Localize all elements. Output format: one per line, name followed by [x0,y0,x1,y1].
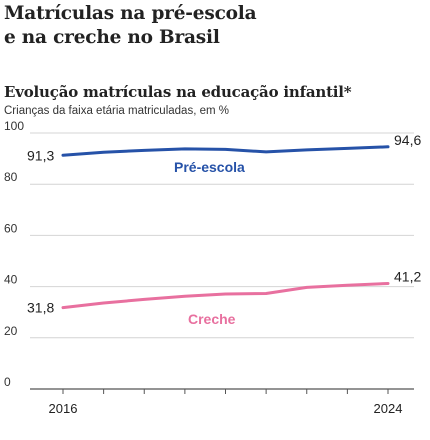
y-tick-label: 0 [4,375,11,389]
pre-escola-end-label: 94,6 [394,132,421,148]
headline-line-1: Matrículas na pré-escola [4,3,257,24]
chart-subtitle: Crianças da faixa etária matriculadas, e… [4,105,229,117]
creche-end-label: 41,2 [394,269,421,285]
chart-title: Evolução matrículas na educação infantil… [4,83,352,101]
y-tick-label: 20 [4,324,18,338]
creche-start-label: 31,8 [27,300,54,316]
pre-escola-line [61,145,390,157]
pre-escola-start-label: 91,3 [27,147,54,163]
creche-line [61,282,390,310]
y-tick-label: 60 [4,221,18,235]
headline: Matrículas na pré-escola e na creche no … [4,2,257,50]
x-tick-label: 2016 [49,401,78,416]
y-tick-label: 100 [4,119,24,133]
y-tick-label: 40 [4,273,18,287]
creche-series-label: Creche [188,311,236,327]
pre-escola-series-label: Pré-escola [174,159,245,175]
headline-line-2: e na creche no Brasil [4,27,220,48]
x-tick-label: 2024 [374,401,403,416]
y-tick-label: 80 [4,170,18,184]
